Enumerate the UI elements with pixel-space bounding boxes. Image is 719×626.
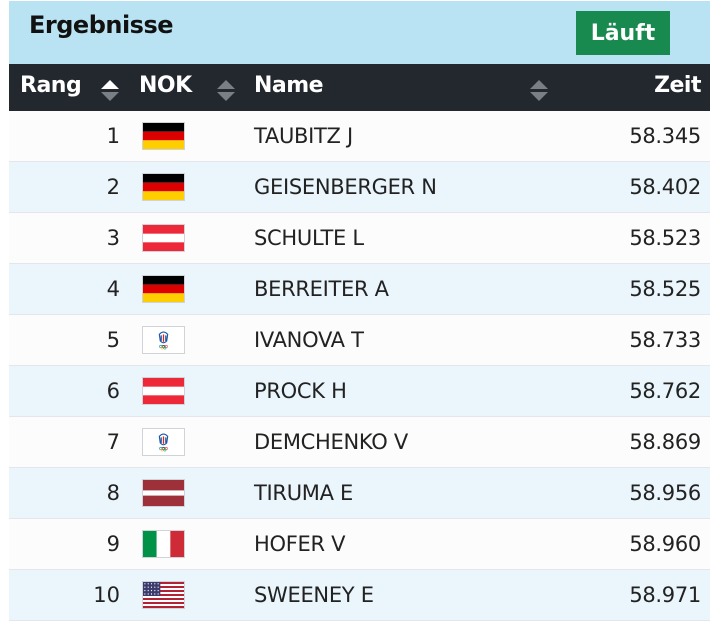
table-row[interactable]: 10 SWEENEY E 58.971 xyxy=(9,570,710,621)
italy-flag-icon xyxy=(142,530,185,558)
rank-cell: 7 xyxy=(106,430,120,454)
roc-emblem-icon xyxy=(142,326,185,354)
table-row[interactable]: 2 GEISENBERGER N 58.402 xyxy=(9,162,710,213)
time-cell: 58.960 xyxy=(629,532,701,556)
rank-cell: 9 xyxy=(106,532,120,556)
table-row[interactable]: 3 SCHULTE L 58.523 xyxy=(9,213,710,264)
athlete-name: TIRUMA E xyxy=(254,481,354,505)
sort-rang-icon[interactable] xyxy=(101,80,119,104)
time-cell: 58.525 xyxy=(629,277,701,301)
austria-flag-icon xyxy=(142,224,185,252)
table-row[interactable]: 9 HOFER V 58.960 xyxy=(9,519,710,570)
rank-cell: 2 xyxy=(106,175,120,199)
athlete-name: BERREITER A xyxy=(254,277,389,301)
table-row[interactable]: 1 TAUBITZ J 58.345 xyxy=(9,111,710,162)
time-cell: 58.402 xyxy=(629,175,701,199)
rank-cell: 8 xyxy=(106,481,120,505)
athlete-name: SCHULTE L xyxy=(254,226,364,250)
time-cell: 58.345 xyxy=(629,124,701,148)
austria-flag-icon xyxy=(142,377,185,405)
germany-flag-icon xyxy=(142,275,185,303)
table-row[interactable]: 7 DEMCHENKO V 58.869 xyxy=(9,417,710,468)
column-header-nok[interactable]: NOK xyxy=(139,73,192,98)
page-title: Ergebnisse xyxy=(29,11,174,39)
germany-flag-icon xyxy=(142,122,185,150)
latvia-flag-icon xyxy=(142,479,185,507)
rank-cell: 1 xyxy=(106,124,120,148)
column-header-rang[interactable]: Rang xyxy=(20,73,82,98)
athlete-name: GEISENBERGER N xyxy=(254,175,437,199)
results-topbar: Ergebnisse Läuft xyxy=(9,1,710,64)
sort-nok-icon[interactable] xyxy=(217,80,235,104)
table-row[interactable]: 6 PROCK H 58.762 xyxy=(9,366,710,417)
sort-name-icon[interactable] xyxy=(530,80,548,104)
roc-emblem-icon xyxy=(142,428,185,456)
athlete-name: DEMCHENKO V xyxy=(254,430,408,454)
time-cell: 58.523 xyxy=(629,226,701,250)
time-cell: 58.762 xyxy=(629,379,701,403)
table-row[interactable]: 4 BERREITER A 58.525 xyxy=(9,264,710,315)
rank-cell: 4 xyxy=(106,277,120,301)
table-row[interactable]: 5 IVANOVA T 58.733 xyxy=(9,315,710,366)
column-header-zeit[interactable]: Zeit xyxy=(654,73,701,98)
athlete-name: TAUBITZ J xyxy=(254,124,353,148)
time-cell: 58.971 xyxy=(629,583,701,607)
athlete-name: IVANOVA T xyxy=(254,328,364,352)
germany-flag-icon xyxy=(142,173,185,201)
athlete-name: SWEENEY E xyxy=(254,583,374,607)
time-cell: 58.869 xyxy=(629,430,701,454)
laeufe-button[interactable]: Läuft xyxy=(576,11,670,55)
table-header: Rang NOK Name Zeit xyxy=(9,64,710,111)
rank-cell: 6 xyxy=(106,379,120,403)
time-cell: 58.733 xyxy=(629,328,701,352)
rank-cell: 10 xyxy=(93,583,120,607)
column-header-name[interactable]: Name xyxy=(254,73,324,98)
athlete-name: HOFER V xyxy=(254,532,346,556)
table-row[interactable]: 8 TIRUMA E 58.956 xyxy=(9,468,710,519)
rank-cell: 5 xyxy=(106,328,120,352)
rank-cell: 3 xyxy=(106,226,120,250)
time-cell: 58.956 xyxy=(629,481,701,505)
athlete-name: PROCK H xyxy=(254,379,347,403)
usa-flag-icon xyxy=(142,581,185,609)
results-table-body: 1 TAUBITZ J 58.345 2 GEISENBERGER N 58.402 3 SC… xyxy=(9,111,710,621)
